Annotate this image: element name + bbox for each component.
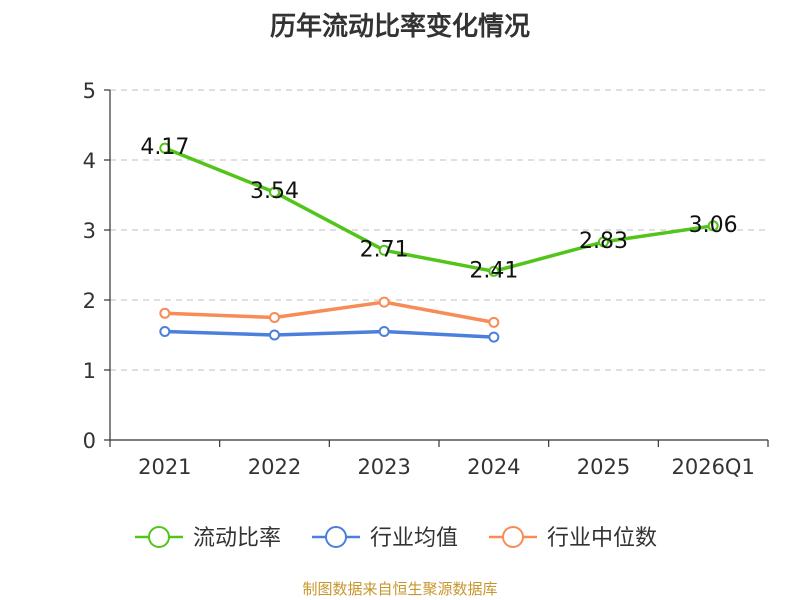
- legend-marker: [325, 526, 347, 548]
- data-point: [269, 312, 280, 323]
- data-point: [269, 329, 280, 341]
- data-point: [159, 307, 171, 319]
- legend-marker: [148, 526, 170, 548]
- data-point: [378, 326, 390, 337]
- legend-item-1: 行业均值: [312, 526, 458, 551]
- data-label: 4.17: [140, 135, 189, 160]
- x-tick-label: 2024: [467, 455, 520, 479]
- axis-layer: 0 1 2 3 4 5 2021 2022 2023 2024 2025 2026Q1: [83, 79, 769, 479]
- data-point: [488, 316, 500, 328]
- x-tick-label: 2023: [357, 455, 410, 479]
- data-point: [159, 326, 171, 337]
- legend-marker: [502, 526, 524, 548]
- y-tick-label: 0: [83, 429, 96, 453]
- data-label: 2.83: [579, 229, 628, 254]
- legend-item-2: 行业中位数: [489, 526, 657, 551]
- x-tick-label: 2022: [248, 455, 301, 479]
- legend-item-0: 流动比率: [135, 526, 281, 551]
- chart-title: 历年流动比率变化情况: [269, 12, 530, 42]
- data-label: 3.06: [689, 213, 738, 238]
- series-line-2: [163, 300, 496, 325]
- series-line-1: [163, 329, 496, 339]
- data-label: 3.54: [250, 179, 299, 204]
- series-line-0: [163, 146, 715, 274]
- y-tick-label: 4: [83, 149, 96, 173]
- y-tick-label: 2: [83, 289, 96, 313]
- data-point: [598, 236, 609, 248]
- data-point: [159, 142, 171, 154]
- legend-label: 行业中位数: [547, 526, 657, 551]
- y-tick-label: 5: [83, 79, 96, 103]
- data-label: 2.71: [360, 237, 409, 262]
- data-point: [707, 220, 719, 232]
- data-point: [488, 331, 500, 343]
- data-point: [378, 296, 390, 308]
- x-tick-label: 2026Q1: [671, 455, 754, 479]
- legend-label: 流动比率: [193, 526, 281, 551]
- series-layer: [159, 142, 719, 343]
- data-point: [269, 186, 280, 198]
- legend: 流动比率 行业均值 行业中位数: [135, 526, 657, 551]
- data-point: [378, 244, 390, 256]
- data-label: 2.41: [469, 258, 518, 283]
- y-tick-label: 3: [83, 219, 96, 243]
- x-tick-label: 2021: [138, 455, 191, 479]
- grid-layer: [110, 89, 768, 371]
- data-label-layer: 4.17 3.54 2.71 2.41 2.83 3.06: [140, 135, 737, 283]
- legend-label: 行业均值: [370, 526, 458, 551]
- data-source-note: 制图数据来自恒生聚源数据库: [302, 580, 498, 598]
- y-tick-label: 1: [83, 359, 96, 383]
- x-tick-label: 2025: [577, 455, 630, 479]
- data-point: [488, 265, 500, 277]
